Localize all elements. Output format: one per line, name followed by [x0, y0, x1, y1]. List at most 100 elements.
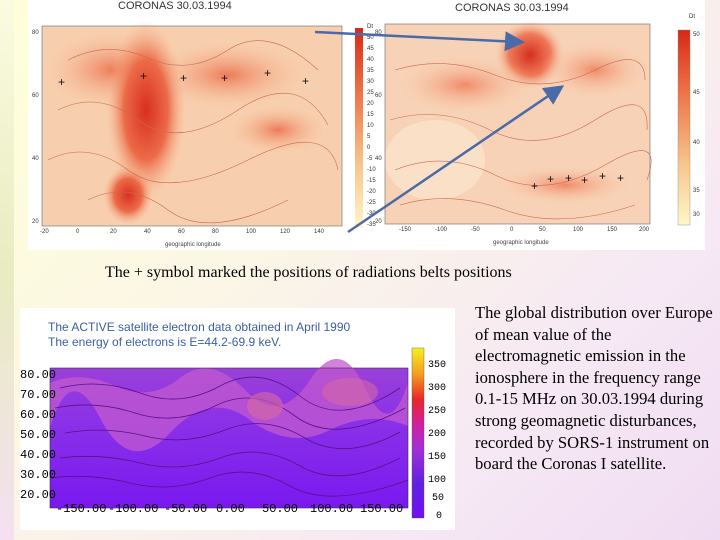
left-x-tick: 120 [280, 229, 291, 235]
right-x-tick: -150 [399, 227, 412, 233]
svg-text:+: + [58, 75, 65, 89]
active-y-tick: 50.00 [20, 428, 57, 442]
active-y-tick: 80.00 [20, 368, 57, 382]
active-x-tick: 50.00 [262, 502, 299, 516]
active-colorbar-tick: 350 [428, 360, 447, 371]
left-x-axis-label: geographic longitude [165, 242, 221, 248]
right-x-tick: 100 [573, 227, 584, 233]
svg-text:+: + [221, 71, 228, 85]
active-y-tick: 40.00 [20, 448, 57, 462]
active-colorbar-tick: 200 [428, 429, 447, 440]
radiation-belt-markers: + + + + + + [58, 66, 309, 89]
colorbar-tick: -5 [367, 156, 373, 162]
colorbar-tick: -10 [367, 167, 376, 173]
colorbar-tick: 35 [693, 188, 700, 194]
colorbar-tick: -25 [367, 200, 376, 206]
colorbar-tick: 15 [367, 112, 374, 118]
svg-text:+: + [531, 179, 538, 193]
svg-text:+: + [264, 66, 271, 80]
colorbar-tick: 25 [367, 90, 374, 96]
colorbar-tick: 50 [693, 32, 700, 38]
colorbar-tick: 0 [367, 145, 371, 151]
active-colorbar-tick: 300 [428, 383, 447, 394]
active-x-tick: -100.00 [108, 502, 159, 516]
right-y-tick: 60 [375, 93, 382, 99]
left-x-tick: 80 [212, 229, 219, 235]
svg-text:+: + [565, 171, 572, 185]
figure-caption: The + symbol marked the positions of rad… [105, 264, 512, 281]
right-x-tick: -50 [471, 227, 480, 233]
active-y-tick: 20.00 [20, 488, 57, 502]
active-colorbar-tick: 150 [428, 452, 447, 463]
active-y-tick: 30.00 [20, 468, 57, 482]
left-y-tick: 40 [32, 156, 39, 162]
colorbar-tick: 50 [367, 35, 374, 41]
left-y-tick: 60 [32, 93, 39, 99]
right-map-title: CORONAS 30.03.1994 [455, 2, 569, 14]
right-y-tick: 20 [375, 219, 382, 225]
active-colorbar-tick: 50 [432, 493, 445, 504]
left-contour-map: + + + + + + [41, 20, 343, 227]
left-contour-map-panel: CORONAS 30.03.1994 + + + + [28, 0, 358, 250]
colorbar-tick: 5 [367, 134, 371, 140]
colorbar-tick: 40 [367, 57, 374, 63]
active-data-note-line1: The ACTIVE satellite electron data obtai… [48, 320, 351, 334]
svg-text:+: + [617, 171, 624, 185]
active-colorbar-tick: 0 [436, 511, 443, 522]
svg-text:+: + [581, 173, 588, 187]
left-x-tick: 40 [144, 229, 151, 235]
active-x-tick: 0.00 [216, 502, 245, 516]
right-y-tick: 40 [375, 156, 382, 162]
svg-text:+: + [180, 71, 187, 85]
active-x-tick: -150.00 [56, 502, 107, 516]
colorbar-tick: Dt [689, 14, 695, 20]
colorbar-tick: 45 [693, 90, 700, 96]
colorbar-tick: 35 [367, 68, 374, 74]
decorative-stripe [0, 0, 14, 540]
right-x-tick: -100 [435, 227, 448, 233]
left-y-tick: 80 [32, 30, 39, 36]
active-electron-map [49, 347, 425, 519]
active-y-tick: 70.00 [20, 388, 57, 402]
left-x-tick: 60 [178, 229, 185, 235]
colorbar-tick: -20 [367, 189, 376, 195]
colorbar-tick: 10 [367, 123, 374, 129]
right-x-tick: 150 [607, 227, 618, 233]
svg-text:+: + [599, 169, 606, 183]
left-x-tick: 140 [314, 229, 325, 235]
active-colorbar-tick: 100 [428, 475, 447, 486]
right-x-axis-label: geographic longitude [493, 240, 549, 246]
colorbar-tick: 30 [367, 79, 374, 85]
right-contour-map: + + + + + + [355, 20, 691, 228]
active-x-tick: -50.00 [164, 502, 208, 516]
colorbar-tick: 40 [693, 140, 700, 146]
left-y-tick: 20 [32, 219, 39, 225]
colorbar-tick: -15 [367, 178, 376, 184]
right-x-tick: 50 [539, 227, 546, 233]
active-energy-note: The energy of electrons is E=44.2-69.9 k… [48, 335, 282, 349]
left-x-tick: 0 [76, 229, 80, 235]
active-satellite-panel: The ACTIVE satellite electron data obtai… [20, 308, 455, 530]
active-x-tick: 150.00 [360, 502, 404, 516]
colorbar-tick: 45 [367, 46, 374, 52]
left-x-tick: 100 [246, 229, 257, 235]
colorbar-tick: 20 [367, 101, 374, 107]
active-colorbar-tick: 250 [428, 406, 447, 417]
left-x-tick: -20 [40, 229, 49, 235]
svg-text:+: + [140, 69, 147, 83]
colorbar-tick: -35 [367, 222, 376, 228]
active-x-tick: 100.00 [310, 502, 354, 516]
colorbar-tick: -30 [367, 211, 376, 217]
left-map-title: CORONAS 30.03.1994 [118, 0, 232, 12]
description-text: The global distribution over Europe of m… [475, 303, 713, 474]
right-y-tick: 80 [375, 30, 382, 36]
right-contour-map-panel: CORONAS 30.03.1994 [355, 0, 705, 250]
svg-text:+: + [547, 172, 554, 186]
colorbar-tick: Dt [367, 24, 373, 30]
svg-text:+: + [302, 74, 309, 88]
left-x-tick: 20 [110, 229, 117, 235]
right-x-tick: 200 [639, 227, 650, 233]
active-y-tick: 60.00 [20, 408, 57, 422]
colorbar-tick: 30 [693, 212, 700, 218]
right-x-tick: 0 [510, 227, 514, 233]
